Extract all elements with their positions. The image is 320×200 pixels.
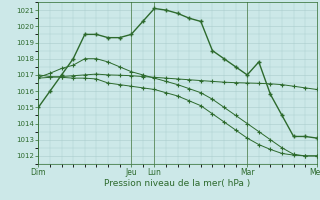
X-axis label: Pression niveau de la mer( hPa ): Pression niveau de la mer( hPa ) bbox=[104, 179, 251, 188]
